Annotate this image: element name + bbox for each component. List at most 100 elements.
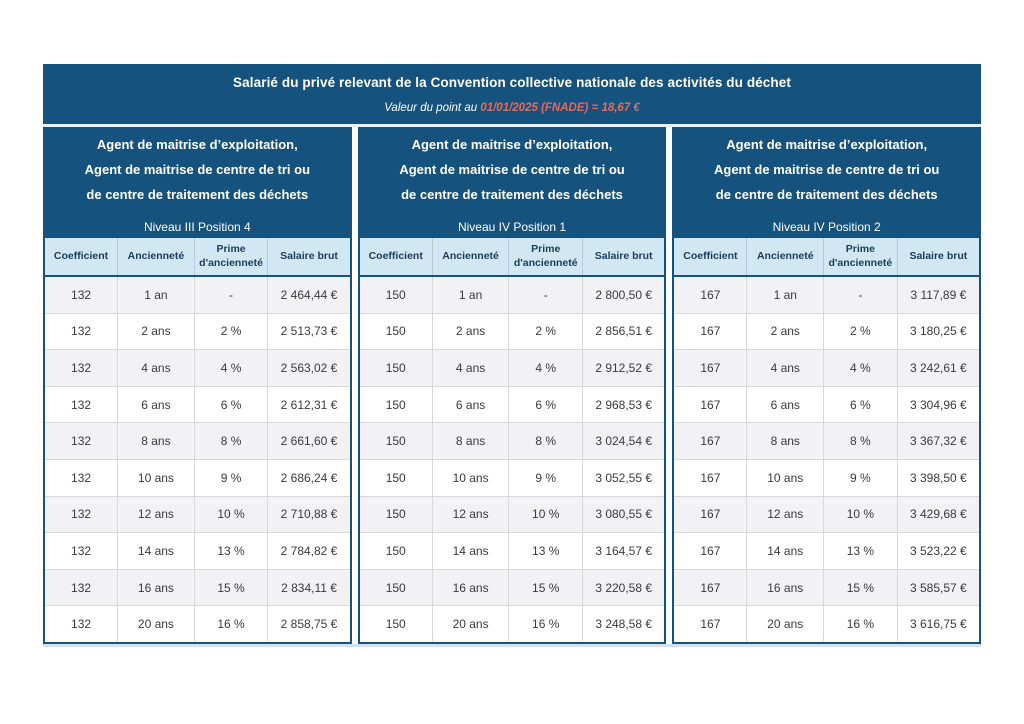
table-row: 167 20 ans 16 % 3 616,75 €	[673, 605, 981, 643]
sections-row: Agent de maitrise d’exploitation, Agent d…	[43, 127, 982, 644]
table-row: 132 2 ans 2 % 2 513,73 €	[44, 312, 351, 350]
anciennete-cell: 20 ans	[746, 605, 824, 643]
salaire-cell: 2 513,73 €	[267, 312, 351, 350]
table-header-row: Coefficient Ancienneté Prime d'ancienneté S…	[44, 237, 351, 277]
anciennete-cell: 10 ans	[746, 458, 824, 497]
prime-cell: -	[508, 276, 583, 314]
coefficient-cell: 132	[44, 349, 118, 387]
anciennete-cell: 4 ans	[746, 349, 824, 387]
salaire-cell: 2 563,02 €	[267, 349, 351, 387]
prime-cell: 6 %	[508, 385, 583, 423]
anciennete-cell: 1 an	[746, 276, 824, 314]
prime-cell: 15 %	[508, 568, 583, 606]
table-row: 167 14 ans 13 % 3 523,22 €	[673, 532, 981, 570]
anciennete-cell: 14 ans	[746, 532, 824, 570]
anciennete-cell: 1 an	[117, 276, 195, 314]
section-title-line: Agent de maitrise d’exploitation,	[96, 137, 298, 152]
coefficient-cell: 167	[673, 495, 747, 533]
coefficient-cell: 150	[358, 458, 433, 497]
table-row: 167 8 ans 8 % 3 367,32 €	[673, 422, 981, 460]
salaire-cell: 2 856,51 €	[582, 312, 666, 350]
prime-cell: 6 %	[823, 385, 898, 423]
salaire-cell: 2 686,24 €	[267, 458, 351, 497]
anciennete-cell: 16 ans	[431, 568, 509, 606]
salary-table: Coefficient Ancienneté Prime d'ancienneté S…	[43, 236, 352, 644]
column-header: Salaire brut	[267, 237, 351, 277]
anciennete-cell: 12 ans	[431, 495, 509, 533]
table-row: 150 8 ans 8 % 3 024,54 €	[358, 422, 666, 460]
salaire-cell: 3 080,55 €	[582, 495, 666, 533]
salaire-cell: 2 661,60 €	[267, 422, 351, 460]
coefficient-cell: 132	[44, 605, 118, 643]
prime-cell: -	[823, 276, 898, 314]
salaire-cell: 3 024,54 €	[582, 422, 666, 460]
coefficient-cell: 132	[44, 495, 118, 533]
salaire-cell: 2 800,50 €	[582, 276, 666, 314]
section-header: Agent de maitrise d’exploitation, Agent d…	[357, 127, 667, 236]
prime-cell: 16 %	[823, 605, 898, 643]
salaire-cell: 3 117,89 €	[896, 276, 981, 314]
anciennete-cell: 8 ans	[117, 422, 195, 460]
coefficient-cell: 167	[673, 349, 747, 387]
table-row: 132 20 ans 16 % 2 858,75 €	[44, 605, 351, 643]
coefficient-cell: 150	[358, 605, 433, 643]
coefficient-cell: 150	[358, 422, 433, 460]
table-row: 150 10 ans 9 % 3 052,55 €	[358, 458, 666, 497]
coefficient-cell: 150	[358, 568, 433, 606]
table-row: 150 20 ans 16 % 3 248,58 €	[358, 605, 666, 643]
section-title-line: de centre de traitement des déchets	[401, 187, 623, 202]
section-title-line: de centre de traitement des déchets	[715, 187, 938, 202]
salaire-cell: 2 834,11 €	[267, 568, 351, 606]
table-row: 150 14 ans 13 % 3 164,57 €	[358, 532, 666, 570]
coefficient-cell: 150	[358, 532, 433, 570]
coefficient-cell: 132	[44, 458, 118, 497]
coefficient-cell: 167	[673, 422, 747, 460]
grid-title: Salarié du privé relevant de la Conventi…	[233, 75, 791, 90]
column-header: Coefficient	[44, 237, 118, 277]
table-row: 132 4 ans 4 % 2 563,02 €	[44, 349, 351, 387]
table-row: 132 1 an -2 464,44 €	[44, 276, 351, 314]
anciennete-cell: 1 an	[431, 276, 509, 314]
banner: Salarié du privé relevant de la Conventi…	[43, 64, 981, 124]
salaire-cell: 3 220,58 €	[582, 568, 666, 606]
prime-cell: 4 %	[193, 349, 268, 387]
banner-separator	[43, 124, 981, 127]
section-1: Agent de maitrise d’exploitation, Agent d…	[43, 127, 352, 644]
point-value-line: Valeur du point au 01/01/2025 (FNADE) = …	[53, 102, 971, 114]
column-header: Ancienneté	[117, 237, 195, 277]
anciennete-cell: 6 ans	[431, 385, 509, 423]
coefficient-cell: 132	[44, 532, 118, 570]
column-header: Salaire brut	[896, 237, 981, 277]
anciennete-cell: 10 ans	[117, 458, 195, 497]
coefficient-cell: 150	[358, 385, 433, 423]
table-header-row: Coefficient Ancienneté Prime d'ancienneté S…	[358, 237, 666, 277]
salaire-cell: 2 464,44 €	[267, 276, 351, 314]
prime-cell: 10 %	[193, 495, 268, 533]
coefficient-cell: 167	[673, 312, 747, 350]
section-title-line: Agent de maitrise de centre de tri ou	[713, 162, 940, 177]
prime-cell: 8 %	[193, 422, 268, 460]
column-header: Prime d'ancienneté	[508, 237, 583, 277]
prime-cell: -	[193, 276, 268, 314]
section-title-line: Agent de maitrise de centre de tri ou	[84, 162, 311, 177]
coefficient-cell: 132	[44, 422, 118, 460]
salaire-cell: 2 968,53 €	[582, 385, 666, 423]
salaire-cell: 3 429,68 €	[896, 495, 981, 533]
salary-grid-card: Salarié du privé relevant de la Conventi…	[43, 64, 982, 644]
column-header: Salaire brut	[582, 237, 666, 277]
prime-cell: 13 %	[508, 532, 583, 570]
column-header: Prime d'ancienneté	[823, 237, 898, 277]
salaire-cell: 3 367,32 €	[896, 422, 981, 460]
table-row: 132 12 ans 10 % 2 710,88 €	[44, 495, 351, 533]
prime-cell: 8 %	[508, 422, 583, 460]
coefficient-cell: 167	[673, 568, 747, 606]
anciennete-cell: 8 ans	[431, 422, 509, 460]
column-header: Ancienneté	[746, 237, 824, 277]
table-row: 167 10 ans 9 % 3 398,50 €	[673, 458, 981, 497]
salaire-cell: 3 585,57 €	[896, 568, 981, 606]
coefficient-cell: 132	[44, 312, 118, 350]
table-row: 132 10 ans 9 % 2 686,24 €	[44, 458, 351, 497]
prime-cell: 9 %	[823, 458, 898, 497]
prime-cell: 4 %	[508, 349, 583, 387]
salaire-cell: 2 858,75 €	[267, 605, 351, 643]
